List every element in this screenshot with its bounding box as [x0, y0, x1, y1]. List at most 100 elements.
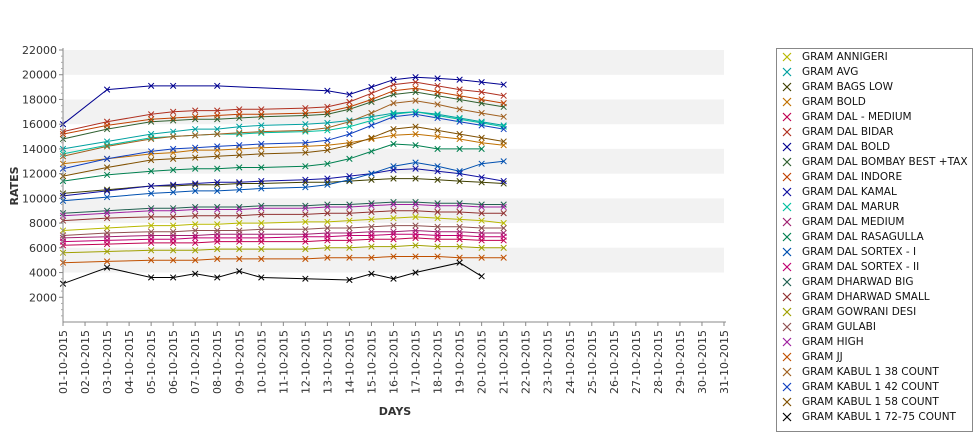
- legend-item: GRAM KABUL 1 58 COUNT: [777, 394, 972, 409]
- data-point: [258, 211, 265, 218]
- data-point: [412, 108, 419, 115]
- data-point: [214, 125, 221, 133]
- data-point: [236, 151, 243, 159]
- x-tick-label: 16-10-2015: [388, 330, 401, 394]
- data-point: [368, 200, 375, 207]
- data-point: [147, 205, 155, 212]
- data-point: [302, 127, 309, 134]
- data-point: [346, 254, 353, 261]
- data-point: [500, 81, 507, 88]
- data-point: [192, 107, 199, 114]
- legend-item: GRAM DAL SORTEX - I: [777, 244, 972, 259]
- data-point: [170, 247, 177, 254]
- data-point: [500, 224, 507, 232]
- data-point: [412, 74, 419, 81]
- data-point: [456, 145, 463, 153]
- data-point: [500, 201, 507, 208]
- x-tick-label: 22-10-2015: [520, 330, 533, 394]
- data-point: [500, 113, 507, 120]
- data-point: [302, 231, 309, 238]
- data-point: [192, 257, 199, 264]
- legend-item: GRAM AVG: [777, 64, 972, 79]
- y-tick-label: 4000: [29, 267, 57, 280]
- data-point: [412, 253, 419, 260]
- legend-marker-icon: [782, 382, 792, 391]
- x-tick-label: 29-10-2015: [674, 330, 687, 394]
- data-point: [192, 180, 199, 187]
- data-point: [324, 254, 331, 261]
- legend-label: GRAM DAL MEDIUM: [802, 215, 905, 228]
- legend-label: GRAM KABUL 1 72-75 COUNT: [802, 410, 956, 423]
- x-tick-label: 31-10-2015: [718, 330, 731, 394]
- data-point: [258, 180, 265, 187]
- legend-label: GRAM GULABI: [802, 320, 876, 333]
- legend-marker-icon: [782, 367, 792, 376]
- data-point: [236, 164, 243, 171]
- series-line: [62, 256, 504, 264]
- data-point: [412, 130, 419, 138]
- legend-marker-icon: [782, 172, 792, 181]
- legend-item: GRAM ANNIGERI: [777, 49, 972, 64]
- data-point: [324, 218, 331, 226]
- data-point: [500, 203, 507, 211]
- data-point: [170, 114, 177, 122]
- data-point: [147, 150, 155, 158]
- data-point: [456, 116, 463, 123]
- data-point: [368, 243, 375, 250]
- data-point: [500, 219, 507, 227]
- legend-item: GRAM DAL MEDIUM: [777, 214, 972, 229]
- data-point: [412, 198, 419, 206]
- legend-item: GRAM KABUL 1 38 COUNT: [777, 364, 972, 379]
- legend-label: GRAM BAGS LOW: [802, 80, 894, 93]
- data-point: [478, 78, 485, 86]
- data-point: [456, 130, 463, 138]
- data-point: [412, 78, 419, 86]
- data-point: [103, 214, 111, 222]
- legend-marker-icon: [782, 412, 792, 421]
- data-point: [236, 142, 243, 149]
- data-point: [214, 187, 221, 195]
- data-point: [412, 175, 419, 182]
- data-point: [434, 243, 441, 250]
- data-point: [390, 207, 397, 214]
- data-point: [302, 255, 309, 263]
- data-point: [258, 234, 265, 242]
- data-point: [434, 114, 441, 122]
- data-point: [346, 106, 353, 113]
- x-tick-label: 05-10-2015: [145, 330, 158, 394]
- data-point: [192, 146, 199, 154]
- data-point: [434, 145, 441, 153]
- x-tick-label: 28-10-2015: [652, 330, 665, 394]
- data-point: [434, 208, 441, 216]
- data-point: [478, 145, 485, 153]
- legend-marker-icon: [782, 142, 792, 151]
- data-point: [147, 236, 155, 243]
- x-tick-label: 02-10-2015: [79, 330, 92, 394]
- data-point: [478, 224, 485, 232]
- data-point: [368, 232, 375, 239]
- legend-marker-icon: [782, 67, 792, 76]
- data-point: [434, 232, 441, 239]
- legend-marker-icon: [782, 307, 792, 316]
- data-point: [390, 76, 397, 83]
- series-line: [62, 244, 504, 254]
- x-tick-label: 11-10-2015: [277, 330, 290, 394]
- data-point: [456, 202, 463, 209]
- data-point: [302, 128, 309, 135]
- data-point: [434, 127, 441, 134]
- y-tick-label: 2000: [29, 291, 57, 304]
- data-point: [434, 133, 441, 140]
- data-point: [236, 234, 243, 242]
- legend-label: GRAM DAL RASAGULLA: [802, 230, 924, 243]
- legend-label: GRAM DAL KAMAL: [802, 185, 897, 198]
- data-point: [214, 206, 221, 213]
- series-line: [62, 100, 504, 157]
- data-point: [324, 108, 331, 115]
- x-tick-label: 13-10-2015: [321, 330, 334, 394]
- data-point: [236, 123, 243, 130]
- data-point: [434, 101, 441, 108]
- data-point: [346, 118, 353, 125]
- x-tick-label: 01-10-2015: [57, 330, 70, 394]
- data-point: [434, 163, 441, 170]
